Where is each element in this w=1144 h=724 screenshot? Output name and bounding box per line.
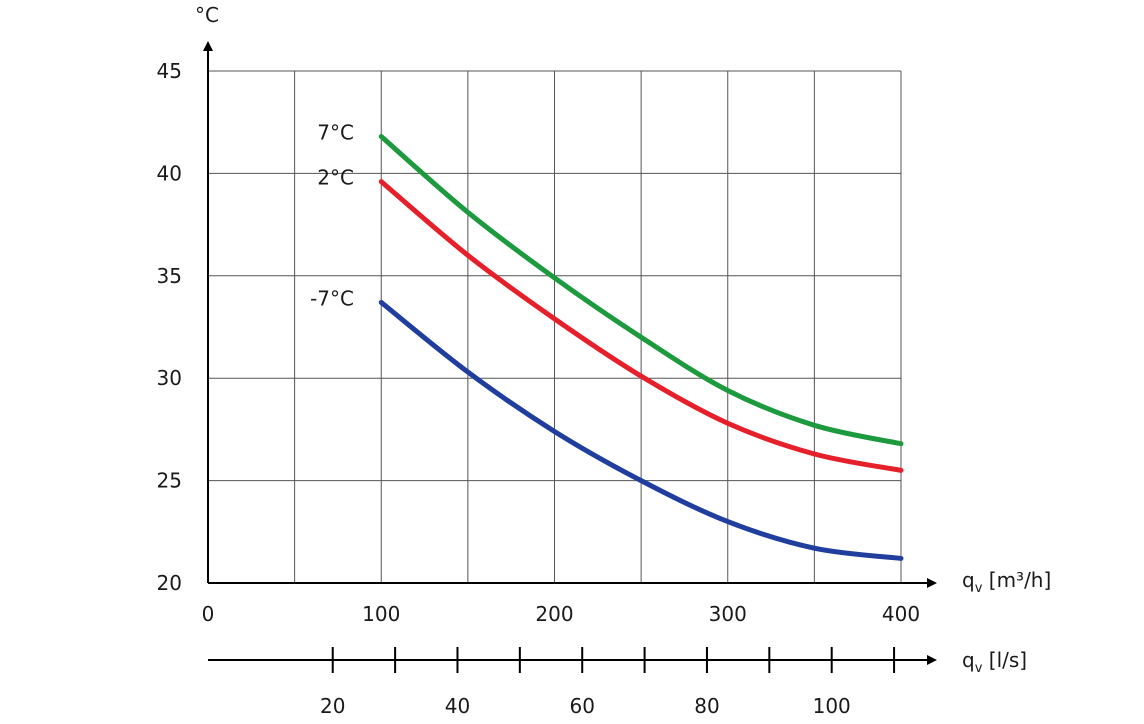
secondary-x-axis-title-q: q — [962, 648, 975, 672]
series-label: 2°C — [317, 166, 354, 190]
x-axis-title-unit: [m³/h] — [982, 568, 1051, 592]
x-tick-label: 300 — [709, 602, 747, 626]
series-group — [378, 134, 904, 561]
secondary-x-tick-label: 80 — [694, 694, 719, 718]
series-line — [378, 299, 904, 561]
y-tick-labels: 20 25 30 35 40 45 — [157, 59, 182, 595]
series-label: -7°C — [310, 286, 354, 310]
y-tick-label: 45 — [157, 59, 182, 83]
x-tick-label: 400 — [882, 602, 920, 626]
x-tick-labels: 0 100 200 300 400 — [202, 602, 920, 626]
x-axis-title-sub: v — [975, 581, 983, 596]
x-tick-label: 100 — [362, 602, 400, 626]
y-axis-title: °C — [195, 3, 219, 27]
series-labels: 7°C 2°C -7°C — [310, 121, 354, 311]
series-line — [378, 134, 904, 447]
x-tick-label: 0 — [202, 602, 215, 626]
secondary-x-axis-title: qv [l/s] — [962, 648, 1027, 676]
secondary-x-tick-label: 60 — [569, 694, 594, 718]
x-tick-label: 200 — [535, 602, 573, 626]
x-axis-title-q: q — [962, 568, 975, 592]
series-line — [378, 179, 904, 473]
x-axis-title: qv [m³/h] — [962, 568, 1051, 596]
secondary-x-axis-title-sub: v — [975, 661, 983, 676]
secondary-x-tick-label: 20 — [320, 694, 345, 718]
grid — [208, 70, 902, 583]
series-label: 7°C — [317, 121, 354, 145]
secondary-x-ticks: 20 40 60 80 100 — [320, 647, 896, 718]
secondary-x-tick-label: 40 — [445, 694, 470, 718]
secondary-x-axis-title-unit: [l/s] — [982, 648, 1027, 672]
y-tick-label: 30 — [157, 366, 182, 390]
secondary-x-tick-label: 100 — [813, 694, 851, 718]
y-tick-label: 40 — [157, 161, 182, 185]
y-tick-label: 20 — [157, 571, 182, 595]
y-tick-label: 25 — [157, 469, 182, 493]
y-tick-label: 35 — [157, 264, 182, 288]
axes — [203, 41, 937, 665]
